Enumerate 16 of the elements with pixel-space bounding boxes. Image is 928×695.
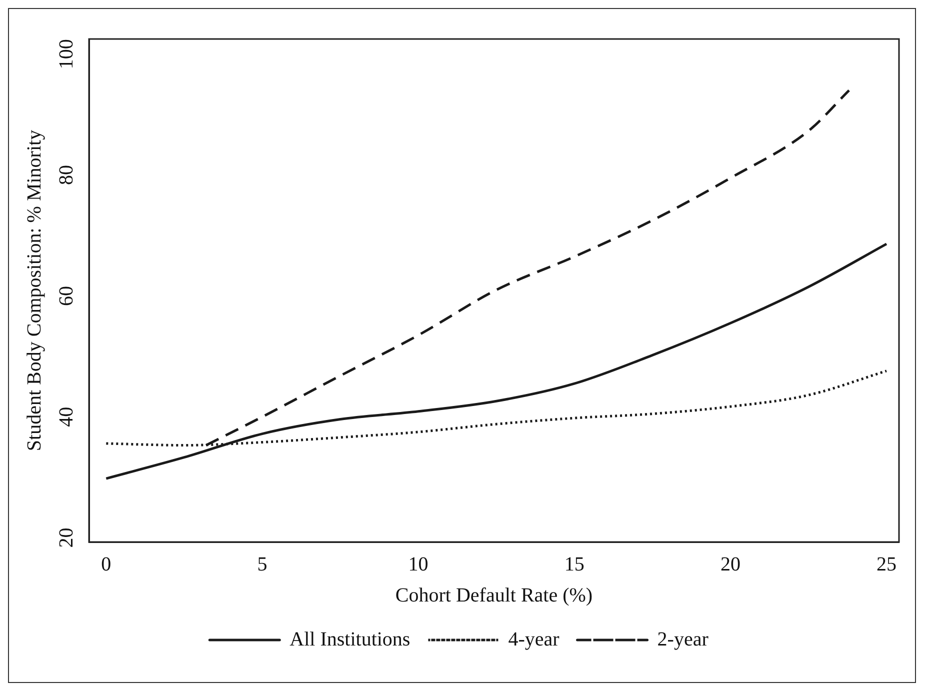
x-axis-title: Cohort Default Rate (%) xyxy=(395,584,593,606)
x-tick-label: 20 xyxy=(720,553,740,576)
x-tick-label: 25 xyxy=(876,553,897,576)
legend-label: 2-year xyxy=(657,628,709,650)
y-tick-label: 60 xyxy=(55,286,78,306)
x-tick-label: 10 xyxy=(408,553,428,576)
y-axis-title: Student Body Composition: % Minority xyxy=(23,130,46,452)
legend-label: 4-year xyxy=(508,628,560,650)
x-tick-label: 5 xyxy=(257,553,268,576)
y-tick-label: 80 xyxy=(55,165,78,186)
y-tick-label: 100 xyxy=(55,39,78,70)
y-tick-label: 20 xyxy=(55,528,78,548)
legend-label: All Institutions xyxy=(290,628,410,650)
x-tick-label: 15 xyxy=(564,553,584,576)
x-tick-label: 0 xyxy=(101,553,112,576)
y-tick-label: 40 xyxy=(55,406,78,427)
